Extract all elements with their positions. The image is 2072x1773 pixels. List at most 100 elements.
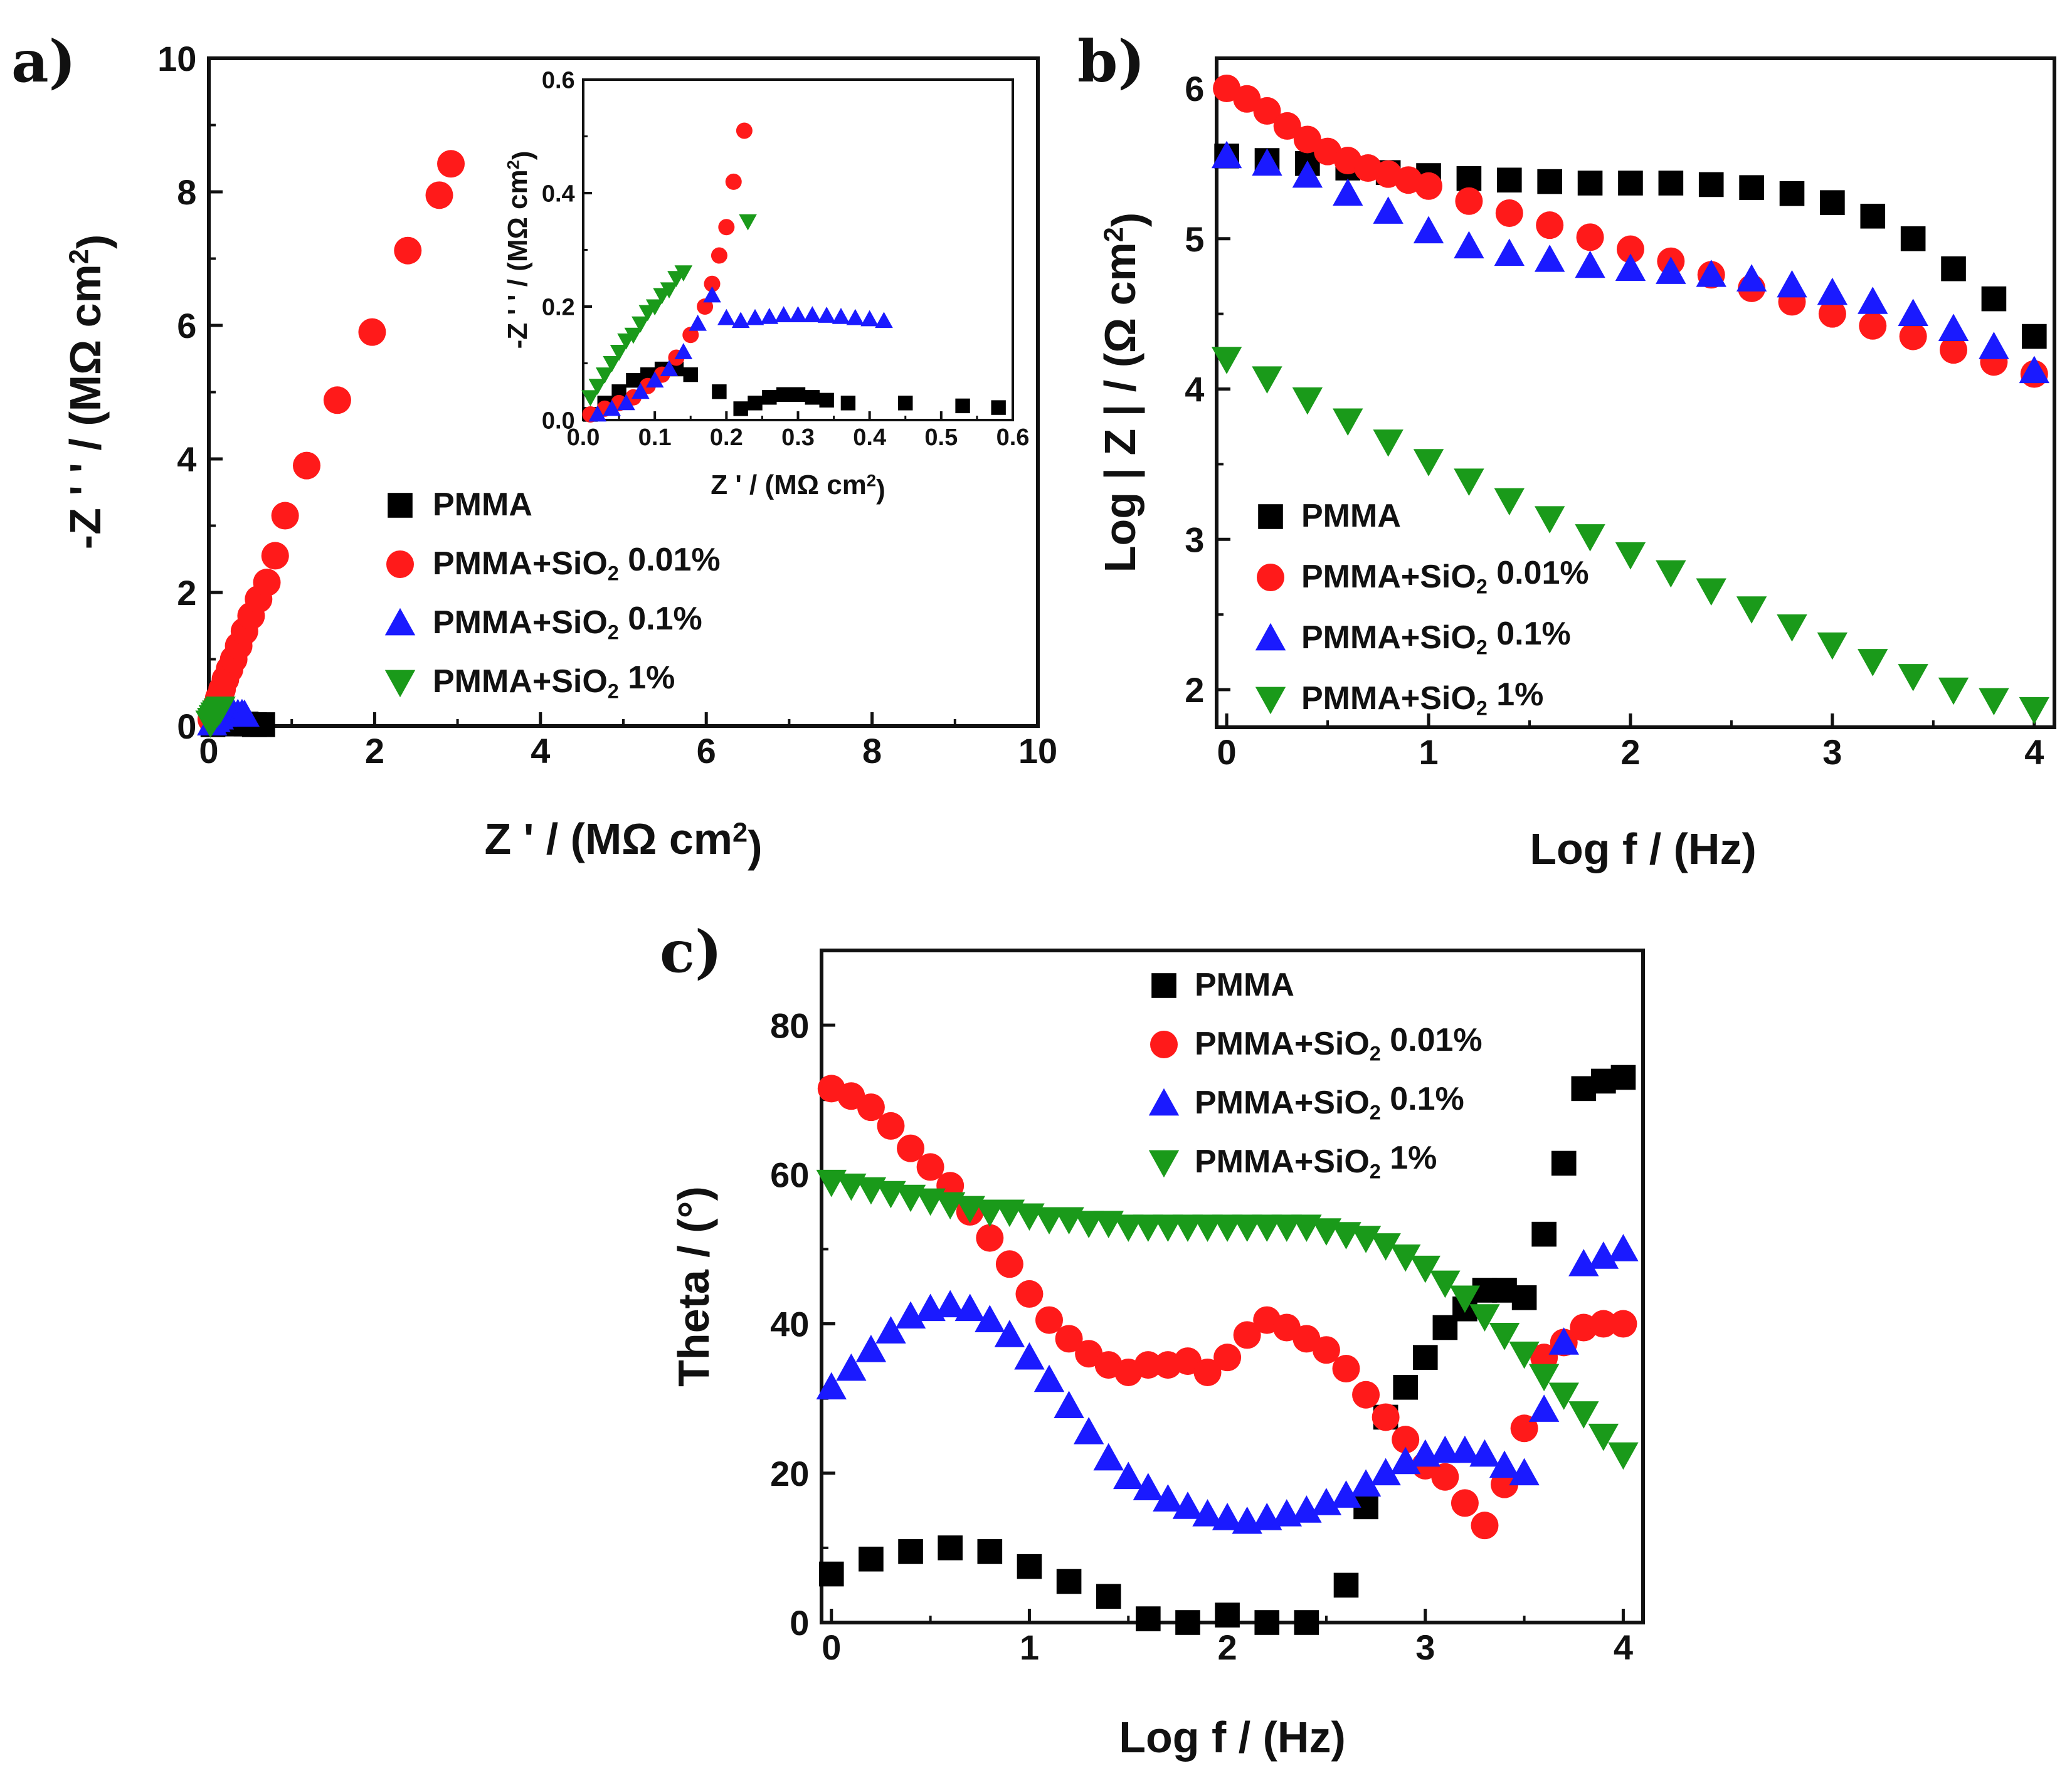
inset-data-point [588, 379, 607, 395]
data-point [1212, 1214, 1243, 1242]
y-axis-title: Log | Z | / (Ω cm2) [1096, 213, 1152, 572]
inset-data-point [704, 275, 721, 292]
data-point [1577, 171, 1603, 196]
inset-data-point [595, 367, 614, 384]
data-point [1568, 1401, 1599, 1429]
inset-data-point [617, 394, 635, 411]
data-point [1331, 1480, 1361, 1508]
x-axis-title: Z ' / (MΩ cm2) [484, 814, 762, 871]
data-point [1898, 664, 1928, 692]
y-tick-label: 6 [177, 306, 196, 345]
series-4 [195, 696, 236, 738]
y-tick-label: 8 [177, 172, 196, 212]
data-point [1898, 298, 1928, 326]
data-point [1817, 277, 1848, 305]
y-tick-label: 40 [770, 1305, 809, 1344]
inset-data-point [840, 396, 856, 411]
data-point [1175, 1610, 1200, 1635]
data-point [1979, 688, 2009, 716]
data-point [1253, 97, 1281, 125]
data-point [1536, 211, 1564, 239]
legend-entry: PMMA+SiO2 0.01% [433, 542, 721, 585]
x-tick-label: 2 [1620, 732, 1640, 772]
inset-data-point [832, 307, 850, 324]
data-point [1528, 1364, 1560, 1392]
data-point [1312, 1336, 1340, 1364]
inset-data-point [611, 384, 626, 399]
x-tick-label: 0 [822, 1628, 841, 1667]
data-point [1233, 1321, 1261, 1349]
inset-data-point [581, 390, 600, 407]
data-point [1656, 560, 1686, 588]
inset-data-point [776, 387, 791, 402]
data-point [1736, 264, 1767, 292]
data-point [1858, 287, 1888, 314]
inset-data-point [674, 343, 693, 359]
data-point [394, 236, 422, 265]
x-tick-label: 8 [862, 731, 882, 771]
x-axis-title: Log f / (Hz) [1530, 824, 1757, 873]
data-point [425, 181, 453, 209]
x-tick-label: 4 [1614, 1628, 1633, 1667]
data-point [1431, 1463, 1459, 1491]
data-point [1618, 171, 1643, 196]
data-point [1430, 1435, 1461, 1463]
inset-data-point [774, 306, 793, 323]
data-point [1739, 175, 1764, 201]
data-point [1489, 1450, 1520, 1478]
data-point [2019, 697, 2050, 725]
legend-marker [1148, 1088, 1180, 1116]
y-axis-title: Theta / (°) [669, 1186, 718, 1387]
data-point [1413, 216, 1444, 244]
data-point [1133, 1214, 1164, 1242]
data-point [1451, 1489, 1479, 1517]
y-tick-label: 5 [1185, 219, 1204, 259]
data-point [1454, 468, 1484, 496]
data-point [1273, 112, 1301, 140]
chart-panel-2: b) 0 1 2 3 4 2 3 4 5 6 Log f / (Hz) Log | Z | / (Ω c… [1077, 28, 2056, 873]
data-point [1393, 1375, 1419, 1400]
legend: PMMA PMMA+SiO2 0.01% PMMA+SiO2 0.1% PMMA+Si… [1255, 498, 1589, 720]
data-point [1858, 649, 1888, 676]
data-point [954, 1293, 985, 1322]
data-point [1610, 1065, 1636, 1090]
y-tick-label: 60 [770, 1155, 809, 1194]
data-point [994, 1320, 1025, 1347]
data-point [1449, 1285, 1481, 1313]
data-point [1252, 148, 1282, 176]
data-point [1193, 1358, 1222, 1386]
data-point [1777, 270, 1807, 298]
inset-data-point [846, 308, 865, 325]
inset-data-point [991, 400, 1006, 415]
data-point [1588, 1241, 1619, 1269]
data-point [1073, 1211, 1104, 1238]
legend: PMMA PMMA+SiO2 0.01% PMMA+SiO2 0.1% PMMA+Si… [1148, 967, 1483, 1183]
data-point [1352, 1381, 1380, 1409]
y-tick-label: 20 [770, 1454, 809, 1493]
inset-data-point [624, 327, 643, 344]
data-point [2019, 355, 2050, 384]
data-point [1333, 408, 1363, 436]
data-point [1412, 1345, 1438, 1370]
data-point [1096, 1584, 1121, 1609]
data-point [1534, 506, 1565, 534]
data-point [1215, 1602, 1240, 1628]
data-point [1133, 1473, 1164, 1500]
x-tick-label: 0.0 [567, 424, 600, 451]
data-point [1609, 1310, 1637, 1338]
data-point [857, 1093, 885, 1122]
data-point [975, 1305, 1005, 1332]
inset-data-point [819, 392, 834, 408]
x-tick-label: 0 [1217, 732, 1237, 772]
data-point [976, 1224, 1004, 1252]
data-point [1575, 250, 1605, 278]
inset-data-point [632, 382, 650, 399]
chart-panel-1: a) 0 2 4 6 8 10 0 2 4 6 8 10 Z ' / (MΩ cm2) -Z ' ' / (… [11, 28, 1057, 871]
series-2 [1213, 74, 2048, 388]
inset-data-point [645, 371, 664, 388]
panel-letter: b) [1077, 28, 1145, 95]
data-point [1333, 178, 1363, 206]
data-point [1696, 260, 1726, 287]
series-3 [197, 697, 260, 736]
